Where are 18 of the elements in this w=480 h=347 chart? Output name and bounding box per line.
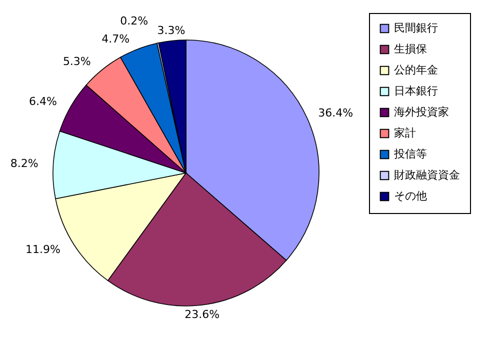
data-label: 0.2% [120,14,148,28]
data-label: 23.6% [184,308,220,322]
legend-label: 家計 [394,126,416,140]
legend-label: 財政融資資金 [394,168,460,182]
legend-label: 公的年金 [394,64,438,76]
data-label: 3.3% [157,24,186,37]
data-label: 5.3% [62,54,91,68]
legend-label: 民間銀行 [394,22,438,34]
legend-label: 生損保 [394,42,427,56]
data-label: 6.4% [29,94,58,108]
data-label: 36.4% [318,106,354,120]
data-label: 11.9% [26,243,60,256]
data-label: 4.7% [102,32,130,46]
legend-label: 日本銀行 [394,84,438,98]
legend-label: 海外投資家 [394,106,449,118]
legend-label: その他 [394,190,427,202]
data-label: 8.2% [10,157,38,170]
legend-label: 投信等 [393,148,427,160]
